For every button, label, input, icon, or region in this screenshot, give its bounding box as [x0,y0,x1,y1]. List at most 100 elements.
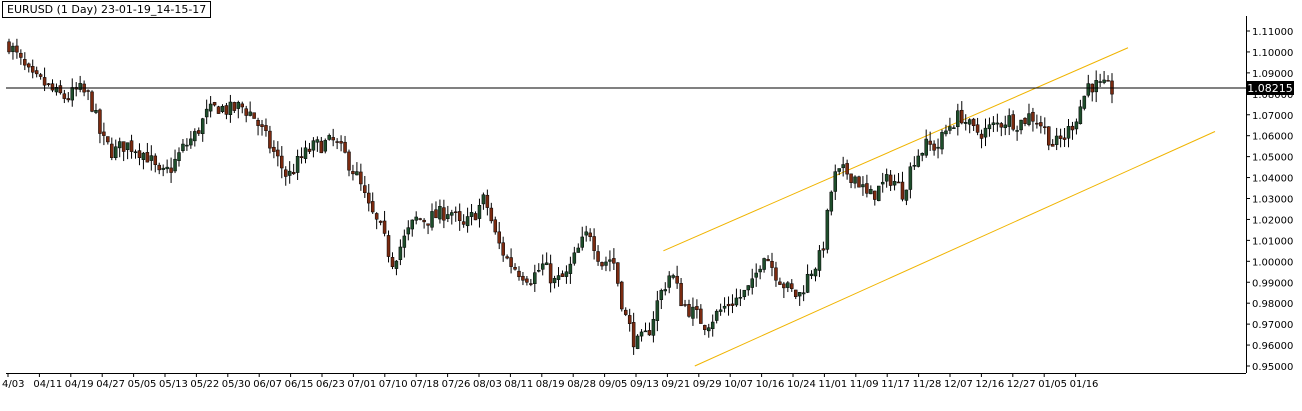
x-tick-label: 05/30 [222,379,251,390]
candle [1106,75,1110,82]
candle-body [406,227,411,235]
candle-body [695,306,699,310]
candle-body [402,235,407,248]
candle [916,149,921,168]
candle-body [782,283,786,289]
candle [904,189,909,206]
candle-body [904,189,909,201]
candle-body [944,130,948,135]
candle [600,261,604,270]
candle [264,118,268,137]
x-tick-label: 06/23 [316,379,345,390]
candle-body [845,163,849,175]
candle [675,265,679,289]
candle [394,260,399,276]
x-tick-label: 06/07 [253,379,282,390]
candle-body [876,185,881,202]
candle [1015,125,1019,141]
candle [208,96,213,118]
candle [659,288,664,310]
candle-body [244,108,248,116]
x-tick-label: 08/19 [536,379,565,390]
candle-body [896,181,901,184]
candle-body [129,140,134,152]
candle [70,78,75,107]
x-tick-label: 4/03 [2,379,24,390]
candle [643,322,648,333]
candle-body [319,140,324,154]
candle-body [975,124,980,133]
x-tick-label: 12/27 [1007,379,1036,390]
chart-title: EURUSD (1 Day) 23-01-19_14-15-17 [2,1,212,18]
candle [786,281,790,293]
candle [410,219,414,237]
x-tick-label: 05/05 [128,379,157,390]
x-tick-label: 01/16 [1070,379,1099,390]
candle [584,225,588,242]
candle-body [398,246,403,260]
candle-body [153,155,158,165]
candle [509,248,513,274]
candle-body [434,209,438,219]
candle-body [718,309,723,312]
candle [722,297,727,313]
candle [588,228,592,242]
candle [1102,71,1106,85]
candle [1094,70,1098,103]
candle-body [963,122,968,124]
candle [331,128,335,147]
candle [892,174,897,191]
candle [679,278,683,307]
candle-body [493,219,498,233]
candle [699,304,703,324]
candle-body [473,213,478,221]
candle-body [892,181,897,186]
candle [386,230,391,263]
candle-body [197,130,201,134]
candle [813,267,818,282]
x-tick-label: 04/19 [65,379,94,390]
candle-body [967,119,972,125]
candle-body [410,219,414,230]
candle-body [367,192,371,204]
candle [137,143,142,166]
candle [189,130,193,149]
candle-body [1094,80,1098,93]
candle-body [204,108,209,118]
candle [90,90,94,113]
candle [714,309,719,324]
candle-body [620,281,624,310]
candle [857,175,861,188]
candle [809,270,814,280]
candle-body [588,232,592,238]
candle-body [849,173,853,183]
candle-body [774,267,778,281]
candle [11,42,15,60]
candle [34,66,39,78]
candle-body [544,262,549,265]
candle [406,220,411,241]
candle-body [351,171,355,175]
candle-body [841,164,845,169]
candle-body [315,139,320,143]
candle-body [34,70,39,75]
candle-body [572,252,577,264]
candle-body [995,122,1000,125]
x-tick-label: 07/10 [379,379,408,390]
candle [426,223,430,235]
candle [232,101,237,113]
candle [742,289,747,300]
candle [465,207,470,233]
candle-body [734,297,739,306]
candle [880,172,885,193]
candle-body [228,101,233,115]
candle [335,138,339,150]
candle [438,199,442,224]
channel-lower-line [694,131,1216,367]
candle [315,136,320,152]
candle-body [382,220,387,234]
candle-body [185,144,189,147]
candle [821,241,826,258]
candle [450,209,454,225]
